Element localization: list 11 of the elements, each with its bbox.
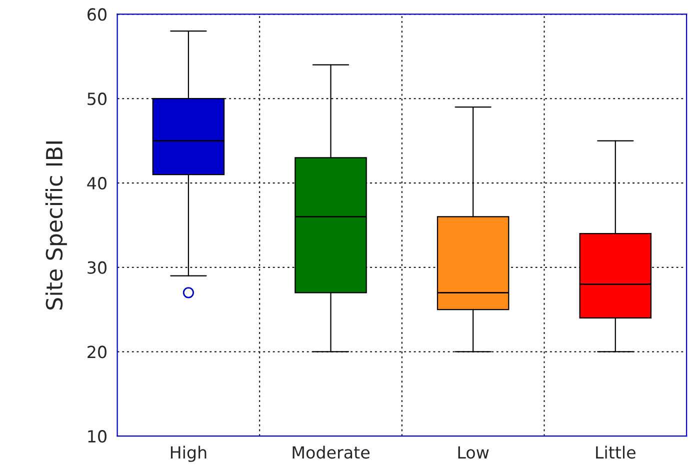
y-tick-label: 20 — [88, 346, 106, 358]
y-axis-title: Site Specific IBI — [45, 142, 67, 310]
x-tick-label: High — [170, 446, 206, 462]
y-tick-label: 40 — [87, 176, 106, 190]
x-tick-label: Moderate — [292, 446, 370, 459]
y-tick-label: 10 — [88, 430, 106, 443]
y-tick-label: 60 — [88, 8, 106, 21]
x-tick-label: Little — [596, 446, 636, 459]
x-tick-label: Low — [458, 446, 489, 459]
y-tick-label: 30 — [88, 261, 106, 274]
y-tick-label: 50 — [88, 92, 106, 106]
